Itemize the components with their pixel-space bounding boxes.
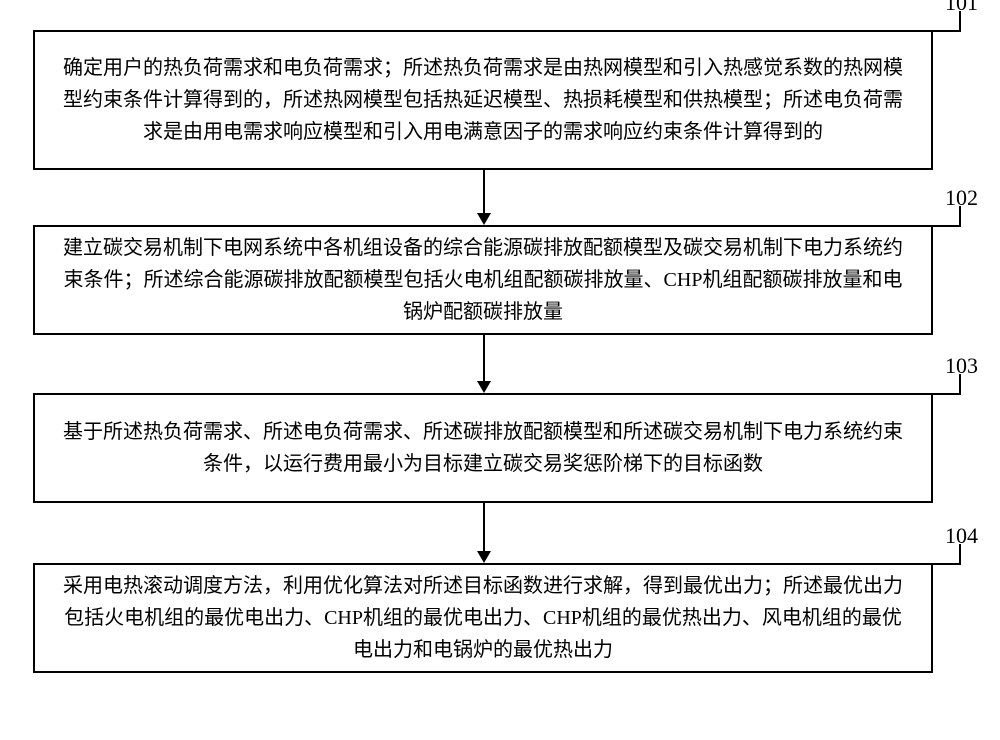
flow-step-104-text: 采用电热滚动调度方法，利用优化算法对所述目标函数进行求解，得到最优出力；所述最优… <box>55 570 911 666</box>
flow-step-103: 基于所述热负荷需求、所述电负荷需求、所述碳排放配额模型和所述碳交易机制下电力系统… <box>33 393 933 503</box>
flow-arrow-head <box>477 381 491 393</box>
flow-arrow-head <box>477 551 491 563</box>
label-leader <box>933 30 961 32</box>
step-label-104: 104 <box>945 523 978 549</box>
label-leader <box>933 225 961 227</box>
flow-step-101: 确定用户的热负荷需求和电负荷需求；所述热负荷需求是由热网模型和引入热感觉系数的热… <box>33 30 933 170</box>
flow-step-104: 采用电热滚动调度方法，利用优化算法对所述目标函数进行求解，得到最优出力；所述最优… <box>33 563 933 673</box>
label-leader <box>933 563 961 565</box>
flowchart-container: 确定用户的热负荷需求和电负荷需求；所述热负荷需求是由热网模型和引入热感觉系数的热… <box>0 0 1000 740</box>
flow-arrow <box>483 335 485 381</box>
step-label-103: 103 <box>945 353 978 379</box>
flow-step-103-text: 基于所述热负荷需求、所述电负荷需求、所述碳排放配额模型和所述碳交易机制下电力系统… <box>55 416 911 480</box>
step-label-101: 101 <box>945 0 978 16</box>
flow-arrow <box>483 503 485 551</box>
flow-step-102-text: 建立碳交易机制下电网系统中各机组设备的综合能源碳排放配额模型及碳交易机制下电力系… <box>55 232 911 328</box>
flow-arrow-head <box>477 213 491 225</box>
flow-step-101-text: 确定用户的热负荷需求和电负荷需求；所述热负荷需求是由热网模型和引入热感觉系数的热… <box>55 52 911 148</box>
flow-arrow <box>483 170 485 213</box>
step-label-102: 102 <box>945 185 978 211</box>
flow-step-102: 建立碳交易机制下电网系统中各机组设备的综合能源碳排放配额模型及碳交易机制下电力系… <box>33 225 933 335</box>
label-leader <box>933 393 961 395</box>
